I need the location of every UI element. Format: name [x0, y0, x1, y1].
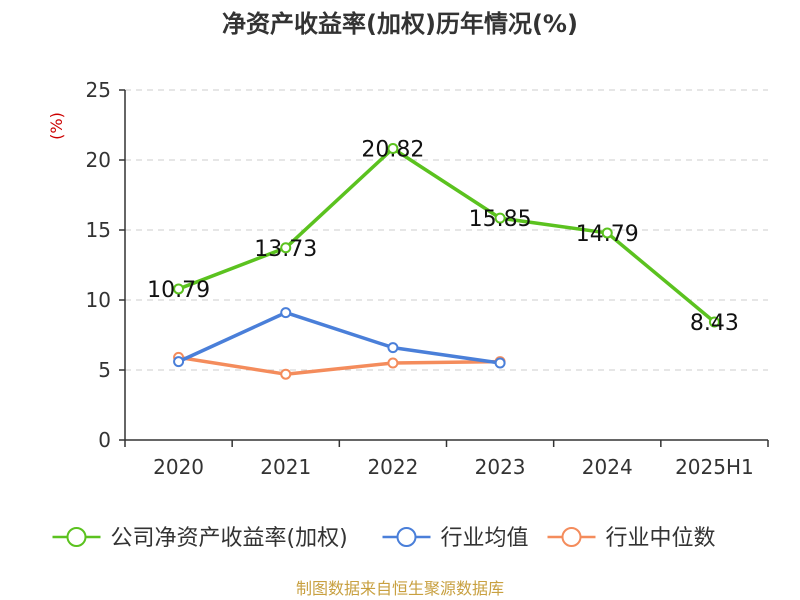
- x-tick-label-2: 2022: [367, 455, 418, 479]
- data-label-3: 15.85: [469, 207, 532, 232]
- legend-item-0: 公司净资产收益率(加权): [52, 526, 348, 551]
- series-0-point-5: [708, 316, 720, 328]
- series-0-point-0: [173, 283, 185, 295]
- series-1-point-0: [173, 356, 185, 368]
- series-line-2: [178, 355, 501, 376]
- series-1-point-3: [494, 357, 506, 369]
- legend-swatch-marker-2: [561, 527, 582, 547]
- y-axis-unit: (%): [47, 112, 66, 140]
- series-0-point-2: [387, 143, 399, 155]
- data-label-4: 14.79: [576, 222, 639, 247]
- series-0-point-1: [280, 242, 292, 254]
- y-tick-label-0: 0: [98, 428, 111, 452]
- data-label-1: 13.73: [254, 237, 317, 262]
- grid-lines: [125, 89, 768, 371]
- series-0-point-3: [494, 212, 506, 224]
- series-2-point-1: [280, 368, 292, 380]
- legend-swatch-marker-0: [66, 527, 87, 547]
- legend-item-1: 行业均值: [382, 526, 529, 551]
- y-tick-label-4: 20: [86, 148, 111, 172]
- y-tick-label-5: 25: [86, 78, 111, 102]
- series-line-1: [177, 310, 501, 365]
- chart-title: 净资产收益率(加权)历年情况(%): [222, 10, 578, 38]
- legend: 公司净资产收益率(加权) 行业均值 行业中位数: [52, 526, 716, 551]
- legend-label-1: 行业均值: [441, 526, 529, 551]
- legend-label-2: 行业中位数: [606, 526, 716, 551]
- series-line-0: [177, 146, 716, 324]
- data-label-5: 8.43: [690, 311, 739, 336]
- data-label-0: 10.79: [147, 278, 210, 303]
- series-0-point-4: [601, 227, 613, 239]
- y-tick-label-2: 10: [86, 288, 111, 312]
- legend-item-2: 行业中位数: [547, 526, 716, 551]
- series-2-point-2: [387, 357, 399, 369]
- x-tick-label-0: 2020: [153, 455, 204, 479]
- x-tick-label-4: 2024: [582, 455, 633, 479]
- series-1-point-2: [387, 342, 399, 354]
- data-labels: 10.79 13.73 20.82 15.85 14.79 8.43: [147, 138, 739, 336]
- x-tick-label-1: 2021: [260, 455, 311, 479]
- legend-label-0: 公司净资产收益率(加权): [111, 526, 348, 551]
- axes: 0 5 10 15 20 25 2020 2021 2022 2023 2024 2025H1: [86, 78, 769, 479]
- series-1-point-1: [280, 307, 292, 319]
- data-label-2: 20.82: [361, 138, 424, 163]
- legend-swatch-marker-1: [396, 527, 417, 547]
- y-tick-label-3: 15: [86, 218, 111, 242]
- series-lines: [173, 143, 720, 380]
- x-tick-label-5: 2025H1: [675, 455, 754, 479]
- source-note: 制图数据来自恒生聚源数据库: [296, 579, 504, 598]
- y-tick-label-1: 5: [98, 358, 111, 382]
- x-tick-label-3: 2023: [475, 455, 526, 479]
